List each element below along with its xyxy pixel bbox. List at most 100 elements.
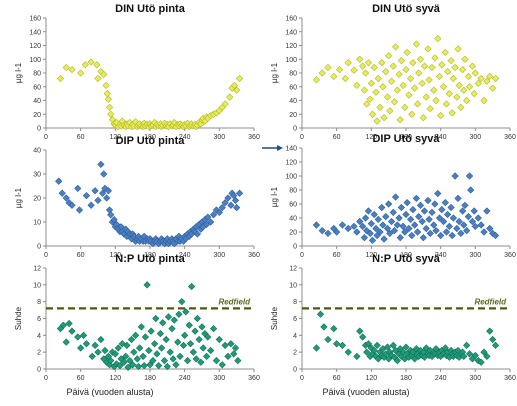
y-tick-label: 100	[29, 57, 41, 64]
data-point	[380, 114, 388, 122]
y-tick-label: 140	[285, 146, 297, 153]
data-point	[435, 214, 444, 222]
data-point	[470, 207, 478, 215]
data-point	[221, 341, 229, 350]
data-point	[460, 352, 468, 360]
data-point	[432, 345, 440, 353]
data-point	[402, 210, 410, 219]
data-point	[438, 61, 446, 69]
data-point	[447, 57, 455, 65]
data-point	[359, 62, 367, 70]
data-point	[434, 189, 442, 198]
data-point	[424, 196, 432, 205]
data-point	[234, 356, 242, 365]
data-point	[100, 70, 108, 78]
y-axis-label: µg l-1	[270, 186, 279, 207]
data-point	[341, 74, 349, 83]
data-point	[480, 228, 488, 236]
data-point	[491, 231, 500, 240]
data-point	[470, 90, 478, 98]
data-point	[68, 65, 76, 74]
data-point	[382, 68, 390, 76]
data-point	[176, 352, 184, 360]
data-point	[94, 196, 102, 205]
data-point	[409, 59, 417, 67]
data-point	[367, 219, 375, 228]
x-tick-label: 360	[248, 375, 260, 382]
data-point	[231, 196, 240, 205]
data-point	[131, 331, 140, 339]
x-tick-label: 120	[109, 375, 121, 382]
data-point	[218, 203, 226, 212]
data-point	[468, 62, 477, 70]
data-point	[391, 43, 400, 51]
y-tick-label: 30	[33, 172, 41, 179]
data-point	[395, 214, 403, 222]
y-tick-label: 2	[37, 350, 41, 357]
y-tick-label: 140	[285, 29, 297, 36]
x-axis-label: Päivä (vuoden alusta)	[322, 387, 409, 397]
x-tick-label: 360	[248, 252, 260, 259]
y-axis-label: µg l-1	[14, 187, 23, 208]
x-tick-label: 120	[365, 134, 377, 141]
data-point	[443, 68, 452, 76]
data-point	[94, 348, 102, 356]
x-tick-label: 0	[44, 375, 48, 382]
data-point	[181, 331, 189, 339]
data-point	[226, 93, 234, 101]
data-point	[383, 224, 392, 233]
data-point	[123, 341, 131, 350]
data-point	[231, 344, 240, 352]
data-point	[318, 226, 326, 235]
data-point	[370, 63, 378, 72]
data-point	[111, 350, 119, 358]
y-tick-label: 40	[33, 148, 41, 155]
data-point	[127, 335, 136, 344]
data-point	[330, 72, 338, 81]
data-point	[316, 310, 325, 318]
data-point	[104, 187, 113, 195]
data-point	[458, 207, 467, 215]
data-point	[434, 35, 442, 43]
data-point	[401, 103, 409, 111]
data-point	[82, 191, 91, 200]
data-point	[359, 333, 367, 341]
data-point	[403, 198, 411, 207]
data-point	[391, 193, 400, 201]
data-point	[312, 76, 321, 84]
arrow-icon	[262, 145, 283, 151]
x-tick-label: 60	[77, 375, 85, 382]
data-point	[454, 194, 462, 203]
data-point	[416, 201, 425, 210]
data-point	[81, 61, 89, 69]
data-point	[170, 316, 178, 324]
data-point	[367, 79, 375, 87]
data-point	[458, 65, 467, 74]
data-point	[387, 217, 396, 226]
data-point	[230, 350, 238, 358]
data-point	[235, 74, 244, 83]
data-point	[100, 170, 108, 178]
data-point	[94, 74, 102, 83]
y-tick-label: 0	[37, 126, 41, 133]
data-point	[186, 340, 195, 348]
data-point	[368, 110, 377, 118]
data-point	[318, 69, 326, 77]
x-tick-label: 120	[365, 252, 377, 259]
data-point	[350, 66, 358, 74]
data-point	[445, 222, 453, 231]
data-point	[439, 83, 448, 91]
data-point	[465, 172, 474, 180]
data-point	[59, 321, 67, 329]
data-point	[376, 228, 384, 236]
data-point	[130, 348, 138, 356]
data-point	[385, 200, 393, 208]
data-point	[467, 186, 475, 194]
data-point	[178, 298, 186, 306]
data-point	[333, 340, 341, 348]
data-point	[88, 352, 96, 360]
data-point	[390, 226, 399, 235]
x-tick-label: 240	[435, 134, 447, 141]
data-point	[465, 350, 474, 358]
data-point	[360, 233, 369, 242]
